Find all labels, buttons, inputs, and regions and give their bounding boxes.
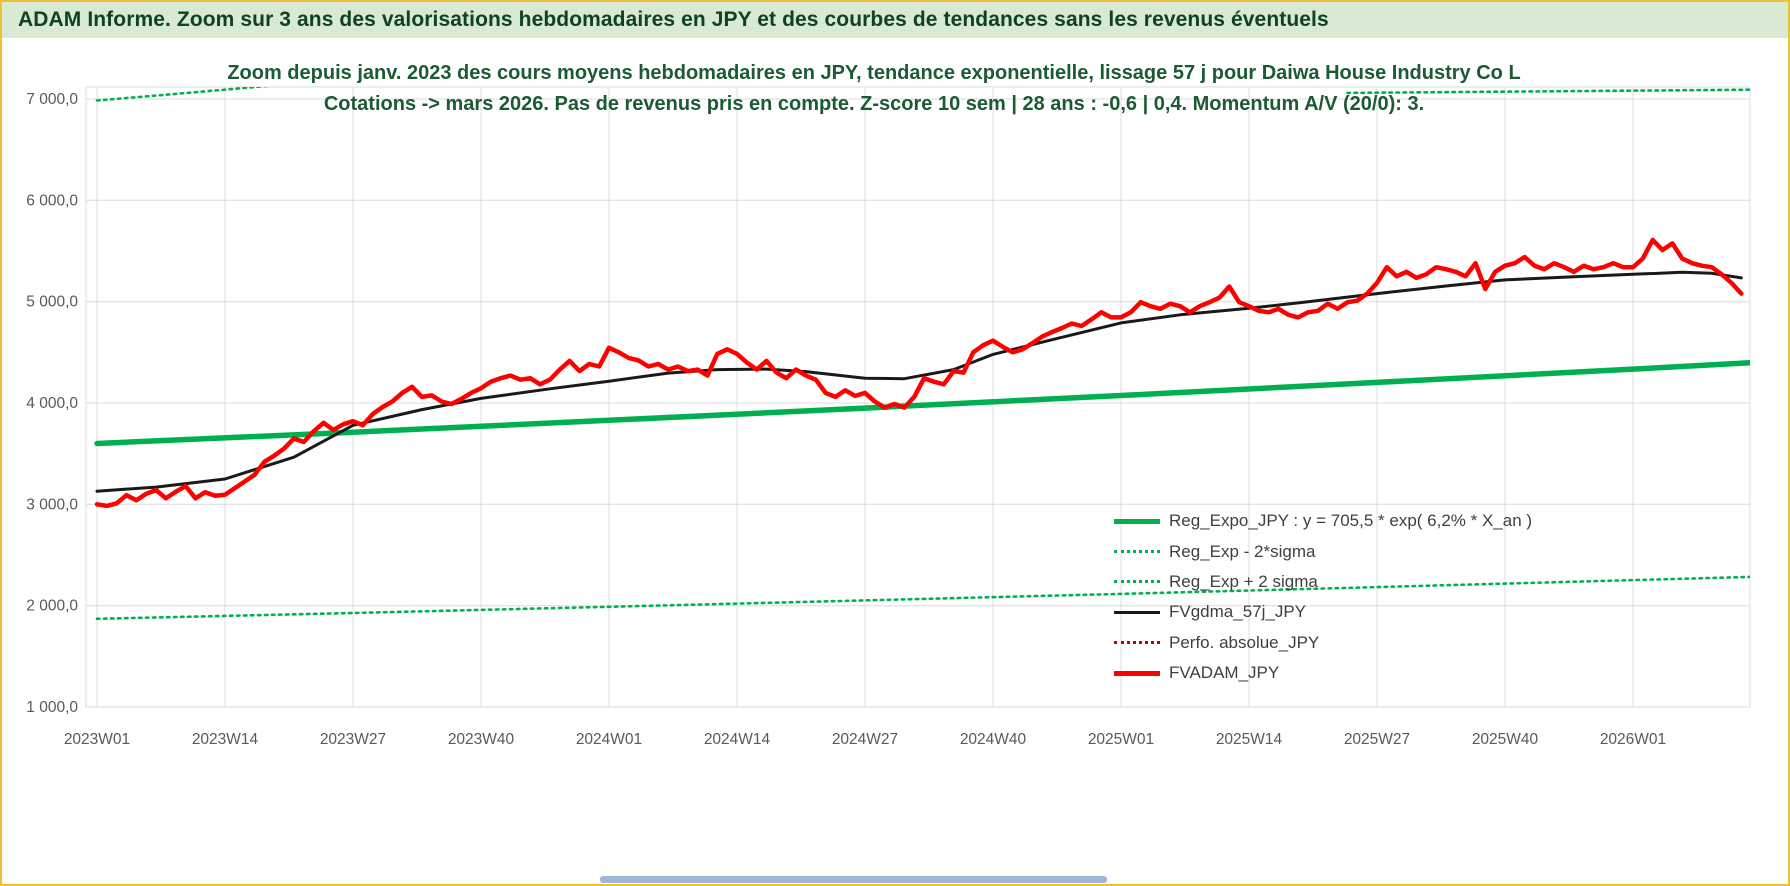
- y-tick-label: 5 000,0: [26, 294, 78, 311]
- x-tick-label: 2024W14: [704, 731, 771, 748]
- horizontal-scrollbar-thumb[interactable]: [600, 876, 1107, 883]
- x-tick-label: 2023W14: [192, 731, 259, 748]
- series-reg-expo-jpy: [94, 360, 1750, 447]
- y-tick-label: 2 000,0: [26, 598, 78, 615]
- series-reg-exp-2-sigma: [95, 575, 1750, 621]
- axis-labels: 1 000,0 2 000,0 3 000,0 4 000,0 5 000,0 6 000…: [26, 91, 1666, 748]
- legend-item: Perfo. absolue_JPY: [1114, 628, 1532, 658]
- x-tick-label: 2025W14: [1216, 731, 1283, 748]
- y-tick-label: 4 000,0: [26, 395, 78, 412]
- legend-line-sample-icon: [1114, 641, 1160, 645]
- header-title: ADAM Informe. Zoom sur 3 ans des valoris…: [18, 8, 1329, 31]
- x-tick-label: 2025W40: [1472, 731, 1539, 748]
- legend-line-sample-icon: [1114, 670, 1160, 676]
- chart-title-line1: Zoom depuis janv. 2023 des cours moyens …: [227, 62, 1521, 84]
- legend-item: FVgdma_57j_JPY: [1114, 597, 1532, 627]
- legend-line-sample-icon: [1114, 610, 1160, 614]
- x-tick-label: 2025W27: [1344, 731, 1410, 748]
- legend-item: FVADAM_JPY: [1114, 658, 1532, 688]
- chart-title: Zoom depuis janv. 2023 des cours moyens …: [2, 58, 1746, 120]
- legend-line-sample-icon: [1114, 518, 1160, 524]
- legend-line-sample-icon: [1114, 580, 1160, 584]
- chart-title-line2: Cotations -> mars 2026. Pas de revenus p…: [323, 93, 1425, 115]
- series-reg-exp-2-sigma: [1346, 88, 1750, 95]
- y-tick-label: 1 000,0: [26, 699, 78, 716]
- x-tick-label: 2024W40: [960, 731, 1027, 748]
- header-banner: ADAM Informe. Zoom sur 3 ans des valoris…: [2, 2, 1788, 38]
- gridlines: [85, 86, 1751, 708]
- legend-label: Perfo. absolue_JPY: [1169, 632, 1320, 652]
- x-tick-label: 2025W01: [1088, 731, 1154, 748]
- series-reg-exp-2-sigma: [95, 87, 271, 102]
- x-tick-label: 2023W27: [320, 731, 386, 748]
- legend-label: Reg_Expo_JPY : y = 705,5 * exp( 6,2% * X…: [1169, 511, 1533, 531]
- x-tick-label: 2026W01: [1600, 731, 1666, 748]
- y-tick-label: 6 000,0: [26, 192, 78, 209]
- legend-label: FVADAM_JPY: [1169, 663, 1280, 683]
- legend-line-sample-icon: [1114, 550, 1160, 554]
- legend-label: FVgdma_57j_JPY: [1169, 602, 1307, 622]
- legend-item: Reg_Exp + 2 sigma: [1114, 567, 1532, 597]
- legend-item: Reg_Expo_JPY : y = 705,5 * exp( 6,2% * X…: [1114, 506, 1532, 536]
- y-tick-label: 7 000,0: [26, 91, 78, 108]
- legend-label: Reg_Exp - 2*sigma: [1169, 541, 1316, 561]
- x-tick-label: 2023W40: [448, 731, 515, 748]
- x-tick-label: 2024W01: [576, 731, 642, 748]
- y-tick-label: 3 000,0: [26, 496, 78, 513]
- x-tick-label: 2024W27: [832, 731, 898, 748]
- legend-label: Reg_Exp + 2 sigma: [1169, 571, 1318, 591]
- series-fvgdma-57j-jpy: [95, 270, 1743, 493]
- series-fvadam-jpy: [94, 237, 1744, 509]
- legend-item: Reg_Exp - 2*sigma: [1114, 536, 1532, 566]
- x-tick-label: 2023W01: [64, 731, 130, 748]
- chart-legend: Reg_Expo_JPY : y = 705,5 * exp( 6,2% * X…: [1114, 506, 1532, 688]
